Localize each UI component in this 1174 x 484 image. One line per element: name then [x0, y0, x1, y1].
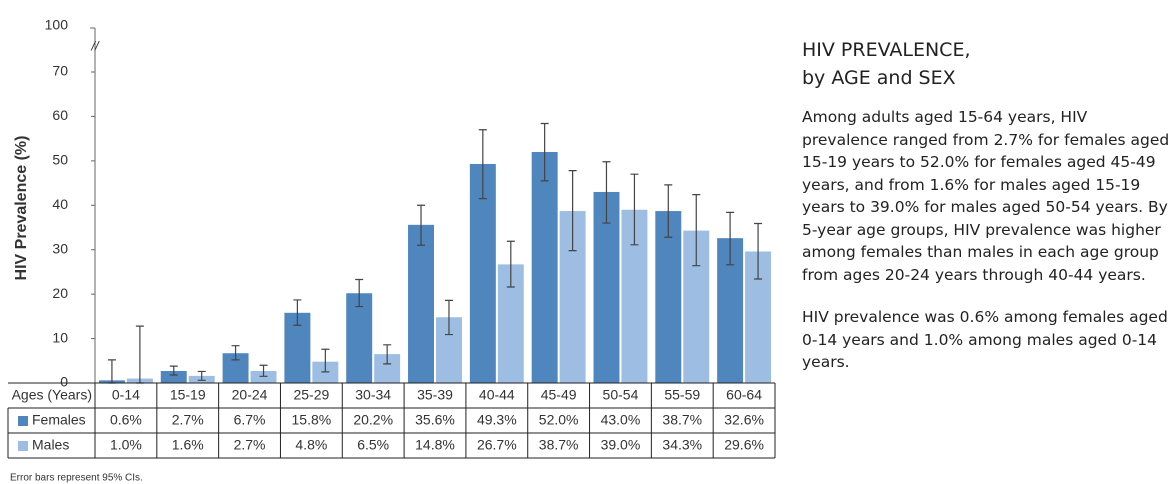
x-tick-label: 60-64 — [726, 387, 762, 403]
table-value: 1.0% — [110, 437, 142, 453]
y-axis-label: HIV Prevalence (%) — [13, 136, 30, 281]
error-bar — [169, 365, 178, 376]
table-value: 29.6% — [724, 437, 764, 453]
bar — [469, 163, 496, 383]
paragraph: Among adults aged 15-64 years, HIV preva… — [802, 108, 1170, 284]
x-tick-label: 0-14 — [112, 387, 140, 403]
error-bar — [568, 170, 577, 252]
error-bar — [417, 204, 426, 246]
table-value: 43.0% — [601, 412, 641, 428]
table-value: 4.8% — [295, 437, 327, 453]
y-tick-label: 20 — [52, 285, 68, 301]
x-tick-label: 20-24 — [232, 387, 268, 403]
y-tick-label: 100 — [45, 17, 69, 33]
x-tick-label: 15-19 — [170, 387, 206, 403]
error-bar — [506, 240, 515, 288]
table-header: Ages (Years) — [12, 387, 92, 403]
paragraph: HIV prevalence was 0.6% among females ag… — [802, 308, 1168, 371]
error-bar — [540, 122, 549, 182]
table-value: 2.7% — [172, 412, 204, 428]
error-bar — [754, 222, 763, 280]
legend-swatch — [18, 441, 28, 451]
error-bar — [478, 129, 487, 200]
footnote: Error bars represent 95% CIs. — [10, 473, 143, 484]
table-value: 32.6% — [724, 412, 764, 428]
table-value: 49.3% — [477, 412, 517, 428]
x-tick-label: 40-44 — [479, 387, 515, 403]
side-text: HIV PREVALENCE, by AGE and SEX Among adu… — [802, 36, 1174, 374]
side-title: by AGE and SEX — [802, 67, 956, 89]
error-bar — [692, 194, 701, 267]
bar — [408, 224, 434, 383]
legend-label: Males — [32, 437, 69, 453]
error-bar — [259, 364, 268, 377]
error-bar — [444, 299, 453, 336]
y-tick-label: 10 — [52, 329, 68, 345]
y-tick-label: 0 — [60, 374, 68, 390]
x-tick-label: 50-54 — [603, 387, 639, 403]
table-value: 39.0% — [601, 437, 641, 453]
table-value: 38.7% — [539, 437, 579, 453]
bar — [346, 293, 373, 383]
bar — [531, 151, 558, 383]
error-bar — [197, 370, 206, 381]
table-value: 34.3% — [662, 437, 702, 453]
table-value: 52.0% — [539, 412, 579, 428]
error-bar — [321, 348, 330, 373]
chart: HIV Prevalence (%) Error bars represent … — [7, 17, 776, 484]
y-tick-label: 30 — [52, 240, 68, 256]
error-bar — [726, 211, 735, 266]
legend-swatch — [18, 416, 28, 426]
x-tick-label: 30-34 — [355, 387, 391, 403]
bar — [250, 371, 277, 383]
x-tick-label: 55-59 — [664, 387, 700, 403]
y-tick-label: 50 — [52, 152, 68, 168]
error-bar — [107, 359, 116, 384]
bar — [160, 371, 187, 383]
table-value: 6.5% — [357, 437, 389, 453]
table-value: 14.8% — [415, 437, 455, 453]
error-bar — [630, 173, 639, 246]
axis-break: // — [90, 38, 100, 53]
error-bar — [293, 299, 302, 326]
bar — [593, 191, 620, 383]
y-tick-label: 70 — [52, 63, 68, 79]
x-tick-label: 25-29 — [293, 387, 329, 403]
y-tick-label: 40 — [52, 196, 68, 212]
x-tick-label: 45-49 — [541, 387, 577, 403]
table-value: 38.7% — [662, 412, 702, 428]
bar — [655, 211, 682, 383]
table-value: 2.7% — [234, 437, 266, 453]
table-value: 26.7% — [477, 437, 517, 453]
error-bar — [664, 184, 673, 238]
x-tick-label: 35-39 — [417, 387, 453, 403]
legend-label: Females — [32, 412, 86, 428]
table-value: 6.7% — [234, 412, 266, 428]
table-value: 1.6% — [172, 437, 204, 453]
table-value: 35.6% — [415, 412, 455, 428]
y-tick-label: 60 — [52, 107, 68, 123]
error-bar — [602, 161, 611, 224]
error-bar — [355, 278, 364, 308]
table-value: 15.8% — [292, 412, 332, 428]
table-value: 0.6% — [110, 412, 142, 428]
side-title: HIV PREVALENCE, — [802, 39, 971, 61]
error-bar — [383, 344, 392, 365]
table-value: 20.2% — [353, 412, 393, 428]
error-bar — [135, 325, 144, 384]
error-bar — [231, 345, 240, 361]
